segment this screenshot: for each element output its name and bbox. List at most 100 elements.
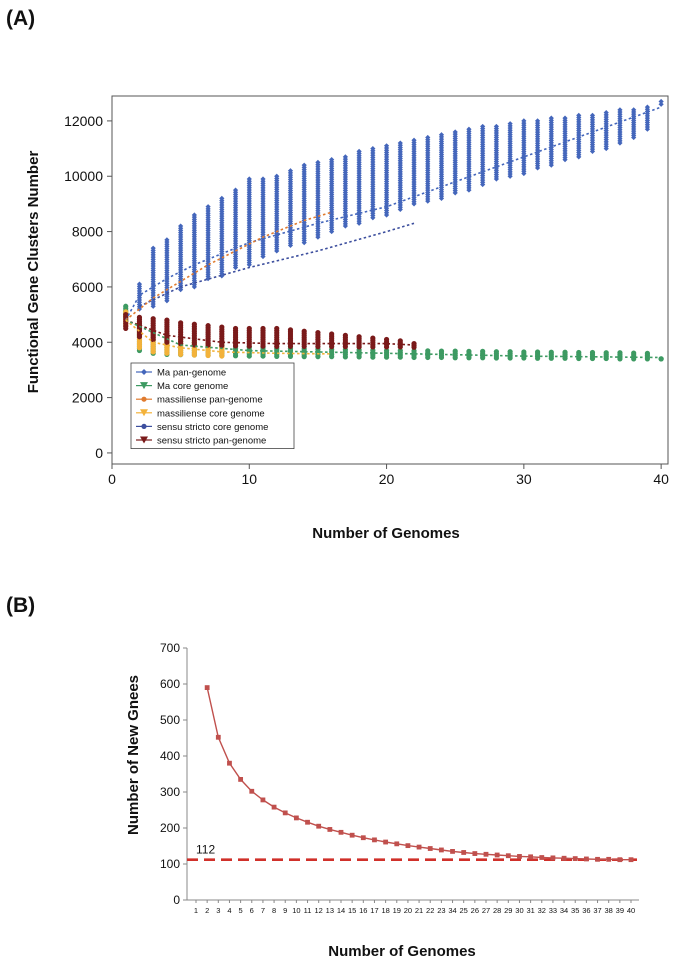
data-point [150, 349, 156, 355]
data-point [205, 342, 211, 348]
x-tick-label: 30 [516, 471, 532, 487]
data-point [658, 101, 664, 107]
data-point [356, 220, 362, 226]
data-point [425, 354, 431, 361]
y-tick-label: 8000 [72, 224, 103, 240]
x-tick-label: 40 [627, 906, 635, 915]
x-tick-label: 16 [359, 906, 367, 915]
data-point [370, 354, 376, 360]
data-point [205, 352, 211, 359]
data-point [383, 344, 390, 350]
y-tick-label: 0 [95, 445, 103, 461]
data-point [416, 844, 422, 850]
data-point [480, 181, 486, 188]
data-point [329, 354, 335, 360]
data-point [480, 355, 486, 361]
legend-label: sensu stricto core genome [157, 422, 268, 433]
x-tick-label: 19 [393, 906, 401, 915]
data-point [260, 343, 266, 349]
data-point [260, 353, 266, 359]
data-point [227, 760, 232, 766]
x-tick-label: 29 [504, 906, 512, 915]
x-tick-label: 10 [292, 906, 300, 915]
data-point [301, 354, 307, 360]
data-point [372, 837, 377, 843]
data-point [603, 145, 609, 152]
data-point [450, 849, 455, 854]
x-tick-label: 21 [415, 906, 423, 915]
series-ma-pan-genome [123, 98, 664, 326]
data-point [466, 187, 472, 193]
data-point [136, 345, 143, 351]
y-tick-label: 500 [160, 713, 180, 727]
data-point [466, 355, 472, 361]
chart-a: 0 10 20 30 40 0 2000 4000 6000 8000 10000 12000 Ma … [64, 95, 669, 487]
data-point [164, 298, 170, 304]
x-tick-label: 11 [304, 906, 312, 915]
data-point [394, 841, 400, 847]
x-tick-label: 10 [241, 471, 257, 487]
y-tick-label: 12000 [64, 113, 103, 129]
x-tick-label: 31 [526, 906, 534, 915]
data-point [360, 835, 366, 841]
data-point [301, 343, 307, 350]
legend-marker [141, 396, 147, 402]
legend-label: sensu stricto pan-genome [157, 436, 266, 447]
legend-label: massiliense core genome [157, 408, 265, 419]
data-point [483, 851, 489, 857]
data-point [232, 264, 239, 271]
legend-marker [141, 369, 147, 375]
y-tick-label: 6000 [72, 279, 103, 295]
data-point [617, 857, 623, 863]
data-point [617, 140, 623, 146]
data-point [274, 353, 280, 359]
data-point [260, 253, 266, 260]
x-tick-label: 32 [538, 906, 546, 915]
data-point [550, 855, 556, 861]
data-point [521, 170, 527, 177]
data-point [327, 827, 333, 832]
data-point [150, 303, 156, 309]
chart-b-x-axis-title: Number of Genomes [328, 943, 476, 960]
reference-line-label: 112 [196, 843, 215, 857]
fit-line-ma-pan-genome-lower-fit [139, 222, 415, 308]
data-point [164, 339, 170, 345]
data-point [425, 198, 431, 204]
x-tick-label: 9 [283, 906, 287, 915]
x-tick-label: 37 [593, 906, 601, 915]
data-point [438, 847, 444, 853]
data-point [164, 350, 170, 356]
data-point [178, 351, 184, 358]
data-point [293, 815, 299, 821]
data-point [658, 356, 664, 362]
data-point [150, 336, 156, 343]
data-point [438, 195, 445, 201]
data-point [405, 843, 411, 849]
chart-a-y-axis-title: Functional Gene Clusters Number [25, 151, 42, 394]
data-point [383, 839, 389, 845]
x-tick-label: 15 [348, 906, 356, 915]
data-point [287, 343, 294, 350]
chart-a-points [123, 98, 664, 362]
x-tick-label: 7 [261, 906, 265, 915]
y-tick-label: 400 [160, 749, 180, 763]
series-ma-core-genome [123, 303, 664, 362]
data-point [658, 98, 664, 105]
x-tick-label: 3 [216, 906, 220, 915]
data-point [507, 355, 513, 361]
x-tick-label: 35 [571, 906, 579, 915]
data-point [356, 344, 362, 350]
data-point [274, 343, 280, 350]
data-point [370, 344, 376, 350]
x-tick-label: 2 [205, 906, 209, 915]
y-tick-label: 200 [160, 821, 180, 835]
x-tick-label: 39 [616, 906, 624, 915]
data-point [246, 353, 252, 359]
chart-b-y-axis-title: Number of New Gnees [125, 675, 142, 835]
y-tick-label: 700 [160, 641, 180, 655]
data-point [282, 810, 288, 816]
x-tick-label: 26 [471, 906, 479, 915]
fit-line-ma-pan-genome-fit [125, 106, 662, 321]
data-point [438, 354, 445, 361]
